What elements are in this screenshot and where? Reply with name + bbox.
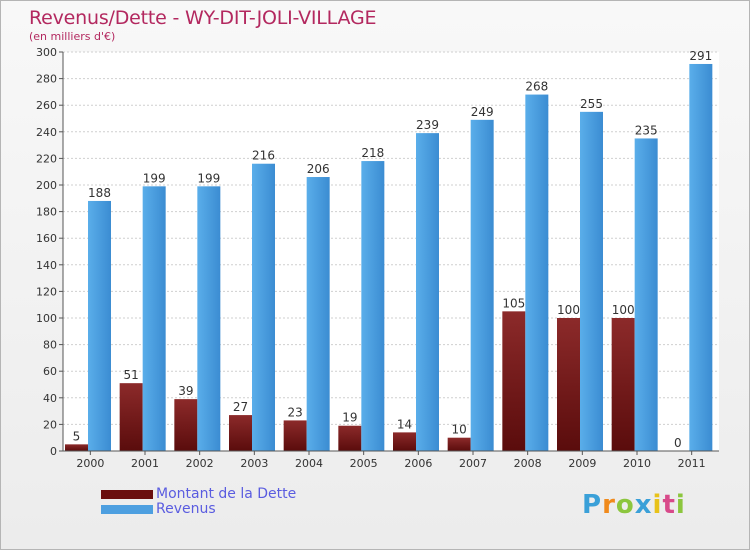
bar-revenue: [416, 133, 439, 451]
logo-letter: t: [662, 490, 676, 520]
x-tick-label: 2003: [240, 457, 268, 470]
legend-swatch-revenue: [101, 505, 153, 514]
bar-revenue: [470, 119, 494, 451]
y-tick-label: 300: [36, 46, 57, 59]
data-label-revenue: 239: [416, 118, 439, 132]
logo-letter: o: [615, 490, 635, 520]
y-tick-label: 280: [36, 73, 57, 86]
chart-title: Revenus/Dette - WY-DIT-JOLI-VILLAGE: [29, 7, 377, 29]
y-tick-label: 240: [36, 126, 57, 139]
bar-revenue: [580, 111, 603, 451]
bar-debt: [119, 383, 143, 451]
proxiti-logo: Proxiti: [582, 490, 686, 520]
bar-debt: [502, 311, 526, 451]
data-label-debt: 19: [342, 411, 357, 425]
logo-letter: i: [675, 490, 686, 520]
bar-debt: [611, 318, 635, 451]
x-tick-label: 2005: [350, 457, 378, 470]
x-tick-label: 2000: [76, 457, 104, 470]
y-tick-label: 200: [36, 179, 57, 192]
data-label-revenue: 255: [580, 97, 603, 111]
data-label-revenue: 199: [143, 171, 166, 185]
bar-revenue: [525, 94, 549, 451]
data-label-debt: 14: [397, 417, 412, 431]
logo-letter: r: [602, 490, 616, 520]
x-tick-label: 2004: [295, 457, 323, 470]
bar-debt: [65, 444, 88, 451]
bar-revenue: [197, 186, 221, 451]
y-tick-label: 180: [36, 206, 57, 219]
x-tick-label: 2008: [514, 457, 542, 470]
y-tick-label: 0: [50, 445, 57, 458]
data-label-revenue: 249: [471, 105, 494, 119]
bar-revenue: [252, 163, 275, 451]
bar-revenue: [142, 186, 166, 451]
bar-debt: [557, 318, 580, 451]
data-label-revenue: 291: [689, 49, 712, 63]
y-tick-label: 120: [36, 285, 57, 298]
legend-swatch-debt: [101, 490, 153, 499]
bar-revenue: [361, 161, 385, 451]
y-tick-label: 60: [43, 365, 57, 378]
y-tick-label: 260: [36, 99, 57, 112]
data-label-revenue: 216: [252, 149, 275, 163]
x-tick-label: 2006: [404, 457, 432, 470]
bar-debt: [174, 399, 198, 451]
bar-debt: [283, 420, 307, 451]
data-label-revenue: 235: [635, 123, 658, 137]
x-tick-label: 2009: [568, 457, 596, 470]
data-label-revenue: 206: [307, 162, 330, 176]
bar-revenue: [306, 177, 330, 451]
data-label-revenue: 268: [525, 80, 548, 94]
logo-letter: x: [634, 490, 653, 520]
bar-revenue: [689, 63, 713, 451]
plot-area: [63, 52, 719, 451]
data-label-revenue: 188: [88, 186, 111, 200]
logo-letter: P: [582, 490, 603, 520]
y-tick-label: 20: [43, 418, 57, 431]
data-label-debt: 10: [452, 423, 467, 437]
bar-revenue: [634, 138, 658, 451]
data-label-revenue: 218: [361, 146, 384, 160]
bar-debt: [447, 437, 471, 451]
y-tick-label: 40: [43, 392, 57, 405]
x-tick-label: 2001: [131, 457, 159, 470]
y-tick-label: 160: [36, 232, 57, 245]
bar-debt: [229, 415, 252, 451]
x-tick-label: 2007: [459, 457, 487, 470]
data-label-debt: 100: [557, 303, 580, 317]
data-label-debt: 0: [674, 436, 682, 450]
y-tick-label: 100: [36, 312, 57, 325]
data-label-debt: 100: [612, 303, 635, 317]
chart-subtitle: (en milliers d'€): [29, 30, 116, 43]
data-label-revenue: 199: [197, 171, 220, 185]
legend-label-debt: Montant de la Dette: [156, 486, 297, 502]
x-tick-label: 2011: [678, 457, 706, 470]
y-tick-label: 80: [43, 339, 57, 352]
data-label-debt: 39: [178, 384, 193, 398]
data-label-debt: 27: [233, 400, 248, 414]
y-tick-label: 140: [36, 259, 57, 272]
logo-letter: i: [652, 490, 663, 520]
x-tick-label: 2002: [186, 457, 214, 470]
data-label-debt: 105: [502, 296, 525, 310]
bar-debt: [338, 425, 362, 451]
bar-revenue: [88, 200, 111, 451]
data-label-debt: 23: [288, 405, 303, 419]
y-tick-label: 220: [36, 152, 57, 165]
bar-debt: [393, 432, 416, 451]
data-label-debt: 5: [73, 429, 81, 443]
legend-label-revenue: Revenus: [156, 501, 216, 517]
x-tick-label: 2010: [623, 457, 651, 470]
data-label-debt: 51: [124, 368, 139, 382]
